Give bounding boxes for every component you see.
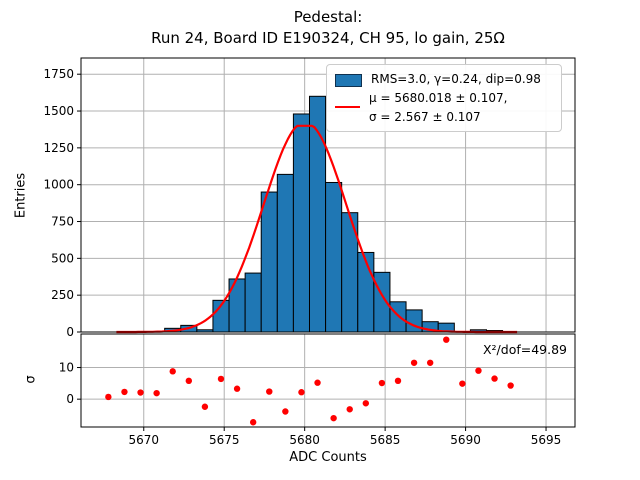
residual-dot [443, 336, 450, 343]
residual-dot [346, 406, 353, 413]
x-tick-label: 5685 [370, 433, 401, 447]
legend-item-histogram: RMS=3.0, γ=0.24, dip=0.98 [335, 70, 553, 89]
histogram-bar [260, 191, 278, 333]
residual-dot [314, 379, 321, 386]
y-tick-label: 750 [51, 215, 74, 229]
histogram-bar [325, 181, 343, 333]
residual-dot [137, 389, 144, 396]
residual-dot [475, 367, 482, 374]
x-tick-label: 5670 [128, 433, 159, 447]
chart-title-line2: Run 24, Board ID E190324, CH 95, lo gain… [151, 29, 505, 47]
legend-label-histogram: RMS=3.0, γ=0.24, dip=0.98 [371, 72, 541, 86]
x-tick-label: 5675 [209, 433, 240, 447]
residual-dot [217, 375, 225, 383]
histogram-bar [244, 272, 262, 333]
legend-label-fit: μ = 5680.018 ± 0.107, σ = 2.567 ± 0.107 [369, 89, 507, 127]
legend-item-fit: μ = 5680.018 ± 0.107, σ = 2.567 ± 0.107 [335, 89, 553, 127]
y-tick-label: 1000 [43, 178, 74, 192]
residual-dot [491, 375, 498, 382]
legend-fit-sigma: σ = 2.567 ± 0.107 [369, 110, 481, 124]
histogram-swatch [335, 74, 362, 87]
residual-dot [410, 359, 418, 366]
residual-dot [459, 380, 466, 387]
chart-title-line1: Pedestal: [293, 8, 363, 26]
residual-dots [105, 336, 514, 426]
residual-dot [298, 389, 305, 396]
histogram-bar [292, 113, 310, 333]
residual-dot [185, 377, 193, 385]
x-axis-label: ADC Counts [289, 450, 367, 465]
y-tick-label: 1500 [43, 104, 74, 118]
fit-line-swatch [335, 106, 360, 108]
residual-dot [169, 368, 176, 375]
y-tick-label: 0 [66, 392, 74, 406]
chi2-annotation: X²/dof=49.89 [483, 342, 567, 357]
residual-dot [121, 388, 128, 396]
y-tick-label: 1750 [43, 67, 74, 81]
legend-box: RMS=3.0, γ=0.24, dip=0.98 μ = 5680.018 ±… [326, 64, 562, 132]
residual-panel-border [80, 333, 576, 428]
residual-dot [249, 419, 257, 426]
y-tick-label: 500 [51, 251, 74, 265]
y-tick-label: 250 [51, 288, 74, 302]
histogram-bar [276, 173, 294, 333]
residual-dot [507, 382, 514, 389]
residual-dot [362, 400, 370, 407]
x-tick-label: 5690 [450, 433, 481, 447]
x-tick-label: 5695 [531, 433, 562, 447]
residual-dot [266, 388, 273, 395]
y-axis-label-entries: Entries [13, 172, 29, 219]
tick-marks [77, 73, 547, 431]
chart-dynamic-layer: 0 250 500 750 1000 1250 1500 1750 0 10 5670 5675 568… [43, 57, 576, 447]
y-axis-label-sigma: σ [23, 375, 39, 384]
residual-dot [394, 377, 402, 385]
y-tick-label: 0 [66, 325, 74, 339]
tick-labels: 0 250 500 750 1000 1250 1500 1750 0 10 5670 5675 568… [43, 67, 561, 447]
histogram-bar [389, 301, 407, 333]
histogram-bar [357, 251, 375, 333]
residual-dot [201, 403, 209, 410]
residual-dot [153, 389, 160, 397]
main-panel-border [80, 57, 576, 333]
residual-dot [378, 379, 386, 387]
residual-dot [330, 414, 337, 422]
x-tick-label: 5680 [289, 433, 320, 447]
y-tick-label: 10 [59, 361, 74, 375]
y-tick-label: 1250 [43, 141, 74, 155]
residual-dot [426, 359, 434, 366]
legend-fit-mu: μ = 5680.018 ± 0.107, [369, 91, 508, 105]
residual-dot [233, 385, 241, 392]
residual-dot [282, 408, 289, 415]
residual-dot [105, 393, 112, 401]
